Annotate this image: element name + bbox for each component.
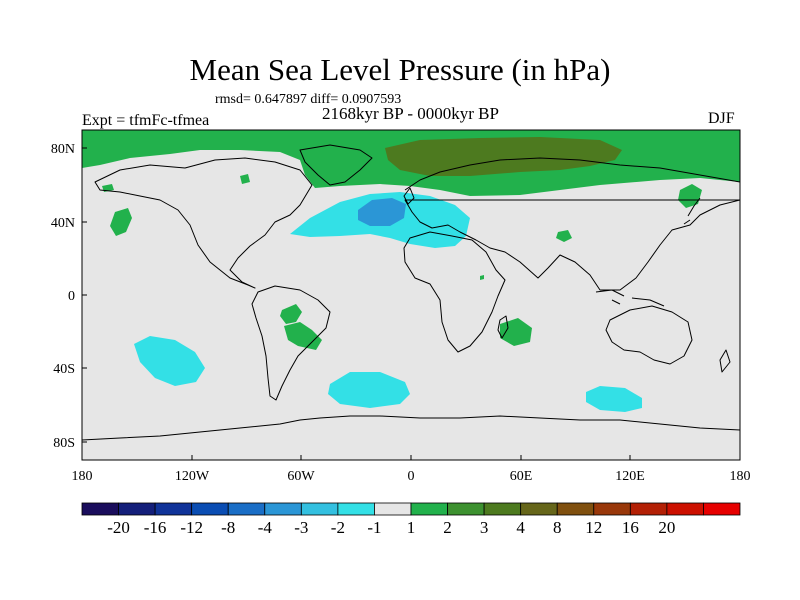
colorbar-swatch [410, 502, 448, 516]
colorbar-swatch [593, 502, 631, 516]
lon-tick-label: 60W [287, 469, 315, 484]
colorbar-swatch [483, 502, 522, 516]
lon-tick-label: 120E [615, 469, 645, 484]
colorbar-swatch [703, 502, 741, 516]
colorbar-label: 4 [516, 518, 525, 537]
lat-tick-label: 0 [68, 289, 75, 304]
experiment-label: Expt = tfmFc-tfmea [82, 112, 210, 129]
lon-tick-label: 0 [408, 469, 415, 484]
colorbar-swatch [227, 502, 266, 516]
longitude-labels: 180 120W 60W 0 60E 120E 180 [72, 469, 751, 484]
colorbar-swatch [118, 502, 156, 516]
coast-uk [403, 187, 415, 205]
region-siberia-positive-strong [385, 137, 622, 176]
colorbar-swatch [556, 502, 595, 516]
colorbar-swatch [374, 502, 412, 516]
period-label: 2168kyr BP - 0000kyr BP [322, 104, 499, 123]
lon-tick-label: 60E [510, 469, 533, 484]
colorbar-swatch [191, 502, 229, 516]
region-alaska-small-positive [240, 174, 250, 184]
chart-title: Mean Sea Level Pressure (in hPa) [189, 52, 611, 87]
region-southamerica-positive [284, 322, 322, 350]
colorbar-swatch [337, 502, 375, 516]
colorbar-swatch [666, 502, 704, 516]
region-pacific-positive [110, 208, 132, 236]
colorbar-label: 3 [480, 518, 489, 537]
colorbar-swatch [447, 502, 485, 516]
colorbar-label: 8 [553, 518, 562, 537]
lon-tick-label: 120W [175, 469, 210, 484]
colorbar-label: -16 [144, 518, 167, 537]
colorbar-labels: -20 -16 -12 -8 -4 -3 -2 -1 1 2 3 4 8 12 16 20 [107, 518, 675, 537]
colorbar-label: -8 [221, 518, 235, 537]
stats-line: rmsd= 0.647897 diff= 0.0907593 [215, 92, 402, 107]
coast-antarctica [82, 415, 740, 441]
region-south-indian-negative [586, 386, 642, 412]
region-amazon-positive [280, 304, 302, 324]
colorbar-label: 20 [658, 518, 675, 537]
colorbar-label: -12 [180, 518, 203, 537]
region-china-positive [556, 230, 572, 242]
region-kamchatka-positive [678, 184, 702, 208]
coastlines [82, 144, 740, 441]
lon-tick-label: 180 [72, 469, 93, 484]
colorbar-swatch [300, 502, 339, 516]
latitude-labels: 80N 40N 0 40S 80S [51, 142, 75, 451]
colorbar-label: -4 [258, 518, 273, 537]
region-south-atlantic-negative [328, 372, 410, 408]
lat-tick-label: 40N [51, 216, 75, 231]
coast-north-america [94, 157, 313, 289]
colorbar-label: 12 [585, 518, 602, 537]
region-north-atlantic-negative-core [358, 198, 406, 226]
coast-eurasia [404, 157, 740, 291]
season-label: DJF [708, 110, 735, 127]
coast-japan [683, 197, 701, 225]
colorbar-label: -2 [331, 518, 345, 537]
lat-tick-label: 40S [53, 362, 75, 377]
colorbar-swatch [154, 502, 193, 516]
region-south-pacific-negative [134, 336, 205, 386]
colorbar-label: -3 [294, 518, 308, 537]
lat-tick-label: 80S [53, 436, 75, 451]
region-arabia-positive [480, 275, 484, 280]
colorbar-label: 2 [443, 518, 452, 537]
tick-marks [82, 147, 631, 460]
colorbar-swatch [520, 502, 558, 516]
coast-indonesia [595, 289, 665, 307]
colorbar-label: -1 [367, 518, 381, 537]
coast-africa [403, 231, 506, 353]
colorbar-label: 1 [407, 518, 416, 537]
anomaly-fields [82, 130, 740, 412]
colorbar-swatch [81, 502, 119, 516]
colorbar-label: -20 [107, 518, 130, 537]
coast-south-america [251, 285, 331, 401]
colorbar-swatch [264, 502, 302, 516]
coast-new-zealand [719, 349, 731, 373]
colorbar-label: 16 [622, 518, 639, 537]
colorbar [81, 502, 741, 516]
lat-tick-label: 80N [51, 142, 75, 157]
coast-madagascar [497, 315, 509, 339]
coast-australia [605, 305, 693, 365]
lon-tick-label: 180 [730, 469, 751, 484]
colorbar-swatch [629, 502, 668, 516]
coast-greenland [299, 144, 373, 186]
